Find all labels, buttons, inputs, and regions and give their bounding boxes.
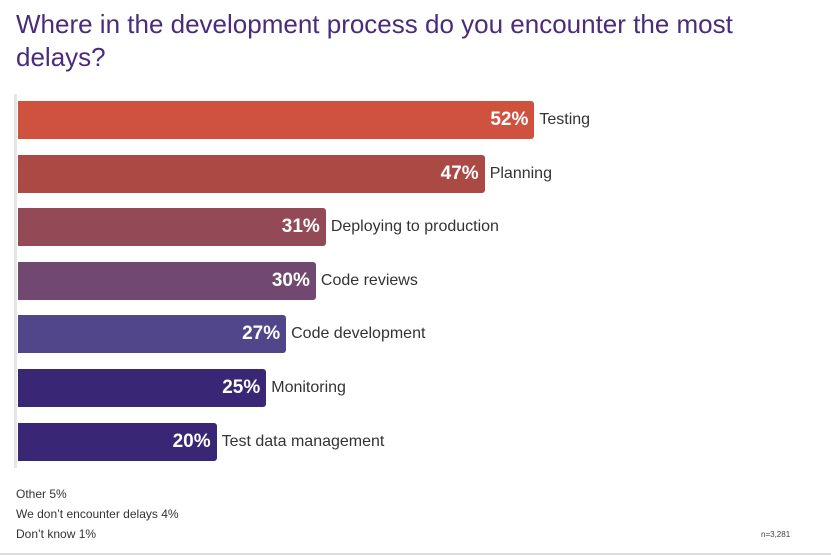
note-no-delays: We don’t encounter delays 4% (16, 507, 179, 521)
note-dont-know: Don’t know 1% (16, 527, 97, 541)
value-label: 52% (490, 109, 529, 130)
value-label: 47% (440, 162, 479, 184)
note-other: Other 5% (16, 487, 67, 501)
divider (0, 553, 831, 555)
category-label: Deploying to production (330, 218, 499, 236)
bar (18, 208, 326, 247)
category-label: Monitoring (271, 379, 346, 396)
bar (18, 261, 316, 300)
category-label: Code reviews (320, 271, 418, 289)
category-label: Testing (539, 111, 591, 128)
sample-size: n=3,281 (761, 530, 791, 539)
chart-title: Where in the development process do you … (16, 9, 733, 72)
bar (18, 422, 217, 461)
value-label: 27% (242, 323, 281, 345)
value-label: 20% (172, 430, 211, 452)
value-label: 25% (222, 377, 261, 398)
bar (18, 369, 267, 407)
value-label: 31% (281, 216, 320, 238)
category-label: Code development (291, 325, 426, 343)
axis-line (14, 94, 17, 468)
bar (18, 154, 485, 193)
value-label: 30% (271, 269, 310, 291)
bar (18, 101, 535, 139)
category-label: Planning (489, 164, 552, 182)
bar (18, 315, 287, 354)
category-label: Test data management (221, 432, 385, 450)
